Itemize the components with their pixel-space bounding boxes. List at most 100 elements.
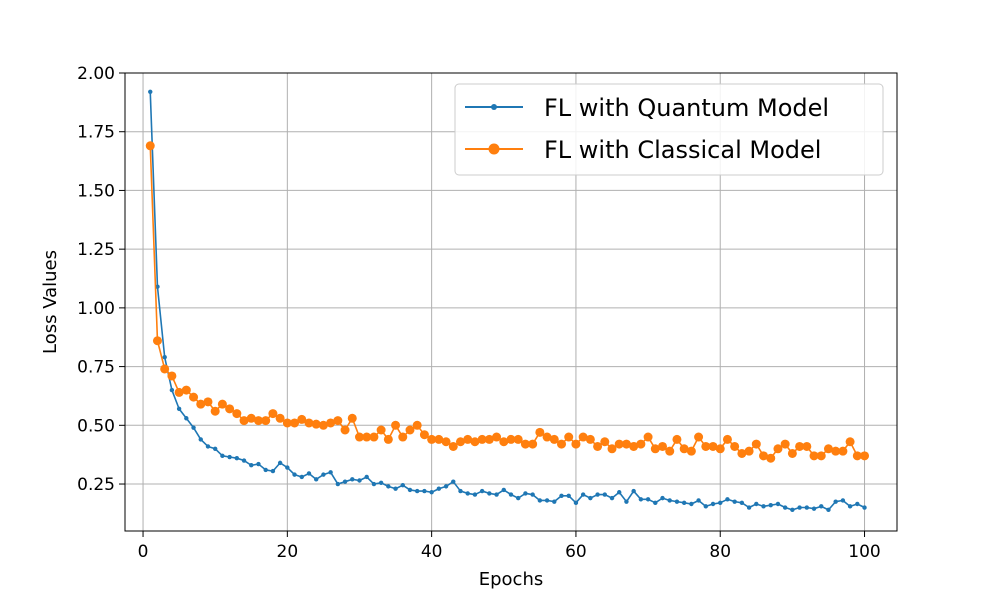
data-point-classical [275,413,285,423]
data-point-classical [593,441,603,451]
data-point-classical [686,446,696,456]
data-point-quantum [530,492,535,497]
data-point-classical [225,404,235,414]
data-point-classical [340,425,350,435]
data-point-quantum [617,490,622,495]
data-point-quantum [631,488,636,494]
data-point-quantum [436,486,442,491]
data-point-quantum [234,455,240,461]
data-point-classical [650,444,660,454]
data-point-quantum [833,499,838,504]
data-point-classical [441,437,451,447]
data-point-quantum [479,488,485,494]
y-tick-label: 1.75 [77,123,115,143]
data-point-classical [809,451,819,461]
data-point-quantum [400,483,405,488]
data-point-classical [506,434,516,444]
data-point-quantum [443,484,449,489]
data-point-classical [607,444,617,454]
data-point-quantum [487,491,492,496]
data-point-quantum [249,463,254,468]
data-point-classical [434,434,444,444]
x-tick-label: 0 [138,542,149,562]
legend-label-quantum: FL with Quantum Model [544,94,829,122]
data-point-classical [318,420,328,430]
data-point-classical [282,418,292,428]
y-tick-label: 1.00 [77,299,115,319]
data-point-quantum [566,493,571,498]
data-point-quantum [306,471,312,476]
data-point-classical [369,432,379,442]
data-point-classical [542,432,552,442]
data-point-classical [470,437,480,447]
data-point-classical [520,439,530,449]
data-point-quantum [313,477,319,482]
data-point-quantum [321,472,326,477]
data-point-classical [174,387,184,397]
data-point-quantum [205,444,211,449]
data-point-classical [290,418,300,428]
data-point-classical [795,441,805,451]
data-point-classical [311,419,321,429]
data-point-classical [181,385,191,395]
series-line-quantum [149,91,865,511]
data-point-quantum [840,498,846,503]
data-point-quantum [681,500,687,506]
data-point-quantum [393,486,398,491]
data-point-quantum [862,505,867,510]
data-point-classical [585,434,595,444]
data-point-classical [860,451,870,461]
y-tick-label: 2.00 [77,64,115,84]
data-point-quantum [176,406,182,412]
data-point-quantum [653,500,658,506]
data-point-quantum [847,504,853,509]
data-point-quantum [494,492,499,497]
data-point-classical [766,453,776,463]
data-point-quantum [357,478,362,483]
data-point-classical [780,439,790,449]
data-point-classical [816,451,826,461]
data-point-classical [268,409,278,419]
data-point-quantum [415,488,420,494]
data-point-quantum [407,487,413,493]
x-tick-label: 40 [421,542,443,562]
data-point-classical [715,444,725,454]
data-point-quantum [660,495,665,501]
data-point-quantum [638,497,644,502]
y-tick-label: 1.50 [77,181,115,201]
data-point-quantum [241,458,247,463]
axis-ticks: 0 20 40 60 80 100 0.25 0.50 0.75 1.00 1.25 1.50 1.75… [77,64,881,562]
data-point-classical [845,437,855,447]
data-point-classical [477,434,487,444]
data-point-classical [730,441,740,451]
data-point-quantum [732,499,737,504]
data-point-classical [852,451,862,461]
data-point-classical [455,437,465,447]
data-point-classical [167,371,177,381]
data-point-quantum [277,460,283,466]
data-point-classical [802,441,812,451]
x-axis-title: Epochs [479,569,544,590]
data-point-quantum [645,497,651,502]
data-point-classical [210,406,220,416]
data-point-classical [831,446,841,456]
data-point-classical [398,432,408,442]
data-point-classical [708,441,718,451]
data-point-quantum [458,488,463,494]
data-point-quantum [710,501,716,507]
data-point-quantum [696,498,701,503]
data-point-quantum [422,488,427,494]
data-point-quantum [588,495,593,501]
data-point-quantum [292,472,297,477]
data-point-classical [347,413,357,423]
data-point-classical [362,432,372,442]
data-point-classical [722,434,732,444]
legend-label-classical: FL with Classical Model [544,136,821,164]
data-point-classical [304,418,314,428]
data-point-quantum [703,504,709,509]
data-point-quantum [819,504,824,509]
data-point-classical [405,425,415,435]
data-point-classical [600,437,610,447]
data-point-classical [189,392,199,402]
data-point-quantum [155,284,160,289]
